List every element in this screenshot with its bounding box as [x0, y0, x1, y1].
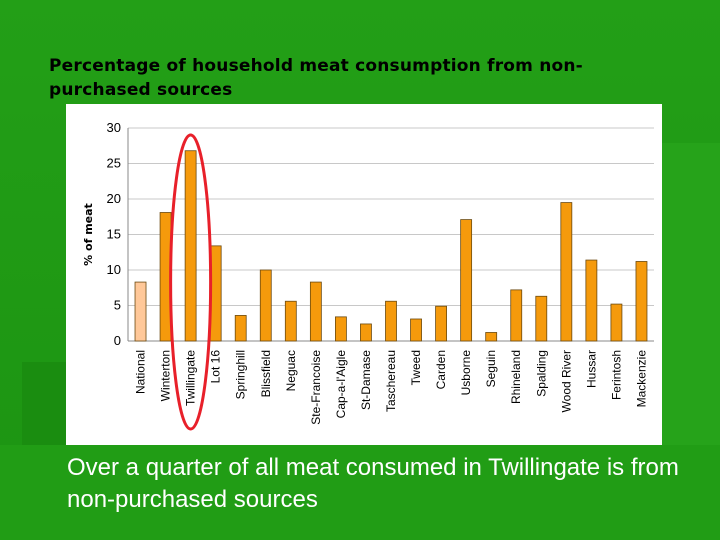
x-tick-label: Carden	[434, 350, 448, 389]
x-tick-label: Cap-a-l'Aigle	[334, 350, 348, 419]
bar-ferintosh	[610, 303, 623, 342]
y-tick-label: 20	[107, 191, 121, 206]
x-tick-label: Springhill	[234, 350, 248, 399]
slide-title: Percentage of household meat consumption…	[49, 56, 583, 100]
x-tick-label: St-Damase	[359, 350, 373, 410]
x-tick-label: Lot 16	[209, 350, 223, 384]
bar-twillingate	[184, 150, 197, 342]
bar-taschereau	[385, 300, 397, 342]
bar-national	[134, 281, 147, 342]
x-tick-label: Seguin	[484, 350, 498, 387]
y-tick-label: 10	[107, 262, 121, 277]
x-tick-label: Twillingate	[184, 350, 198, 406]
bar-cap-a-l-aigle	[335, 316, 347, 342]
x-tick-label: Blissfield	[259, 350, 273, 397]
bar-spalding	[535, 295, 548, 342]
y-tick-label: 15	[107, 227, 121, 242]
y-tick-label: 5	[114, 298, 121, 313]
x-tick-label: Ste-Francoise	[309, 350, 323, 425]
x-tick-label: Wood River	[559, 350, 573, 412]
bar-usborne	[460, 219, 473, 342]
x-tick-label: Spalding	[534, 350, 548, 397]
bar-ste-francoise	[309, 281, 322, 342]
bar-springhill	[234, 315, 247, 342]
bar-hussar	[585, 259, 598, 342]
x-tick-label: Neguac	[284, 350, 298, 391]
chart-panel: 0 5 10 15 20 25 30 % of meat National Winterton Tw…	[66, 104, 662, 445]
highlight-ellipse	[169, 133, 213, 431]
bar-tweed	[410, 318, 422, 342]
y-axis-label: % of meat	[82, 203, 95, 266]
x-tick-label: Usborne	[459, 350, 473, 396]
bar-rhineland	[510, 289, 523, 342]
background-block-bottom	[0, 445, 720, 540]
x-tick-label: Rhineland	[509, 350, 523, 404]
x-tick-label: Mackenzie	[634, 350, 648, 408]
x-tick-label: National	[134, 350, 148, 394]
bar-seguin	[485, 332, 498, 342]
y-tick-label: 0	[114, 333, 121, 348]
bar-st-damase	[360, 323, 372, 342]
x-tick-label: Ferintosh	[609, 350, 623, 400]
bar-wood-river	[560, 202, 573, 342]
y-tick-label: 25	[107, 156, 121, 171]
slide-caption: Over a quarter of all meat consumed in T…	[67, 454, 679, 513]
x-tick-label: Tweed	[409, 350, 423, 385]
x-tick-label: Taschereau	[384, 350, 398, 412]
bar-mackenzie	[635, 261, 648, 342]
y-tick-label: 30	[107, 120, 121, 135]
x-tick-label: Hussar	[584, 350, 598, 388]
bar-blissfield	[259, 269, 272, 342]
bar-carden	[435, 305, 447, 342]
bar-chart: 0 5 10 15 20 25 30 % of meat National Winterton Tw…	[82, 120, 654, 431]
bar-neguac	[284, 300, 297, 342]
x-tick-label: Winterton	[159, 350, 173, 401]
